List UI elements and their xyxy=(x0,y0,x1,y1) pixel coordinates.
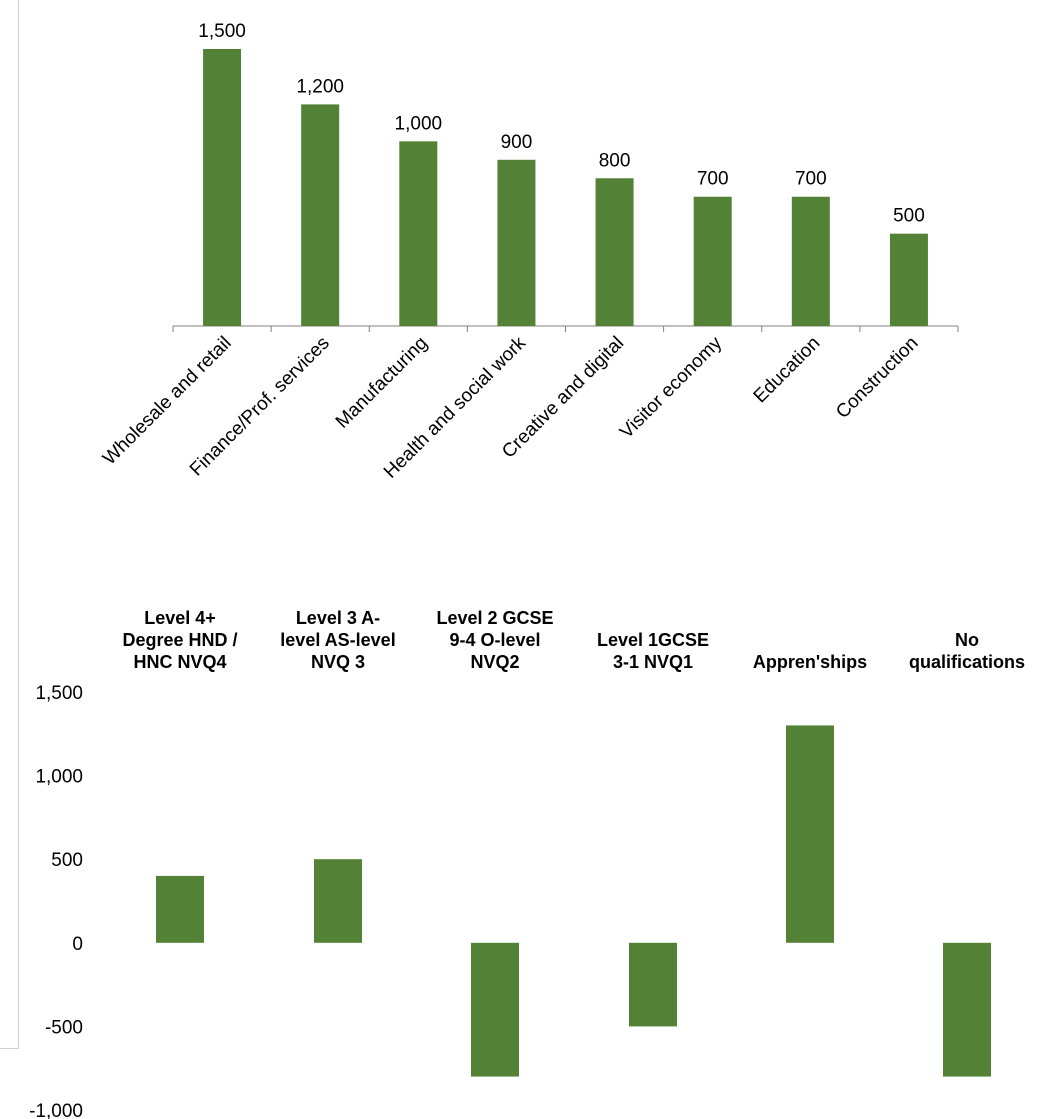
bar xyxy=(791,196,830,326)
data-label: 1,500 xyxy=(198,21,246,42)
bar xyxy=(786,725,834,943)
y-tick-label: 0 xyxy=(72,934,83,955)
y-tick-label: 1,000 xyxy=(35,767,83,788)
bar xyxy=(889,233,928,326)
bar xyxy=(203,49,242,326)
category-label: Level 3 A-level AS-level NVQ 3 xyxy=(280,608,395,672)
bar xyxy=(314,859,362,943)
y-tick-label: 500 xyxy=(51,850,83,871)
bar xyxy=(399,141,438,326)
category-label: Level 1GCSE 3-1 NVQ1 xyxy=(597,630,709,672)
frame-border-top xyxy=(0,0,19,10)
bar xyxy=(156,875,204,943)
data-label: 700 xyxy=(697,169,729,190)
frame-border-left xyxy=(0,10,19,1049)
data-label: 1,000 xyxy=(395,113,443,134)
bar xyxy=(629,942,677,1027)
data-label: 1,200 xyxy=(296,76,344,97)
category-label: No qualifications xyxy=(909,630,1025,672)
category-label: Appren'ships xyxy=(753,652,867,672)
bar xyxy=(943,942,991,1077)
y-tick-label: -500 xyxy=(45,1017,83,1038)
y-tick-label: 1,500 xyxy=(35,683,83,704)
data-label: 900 xyxy=(501,132,533,153)
bar xyxy=(693,196,732,326)
category-label: Level 4+ Degree HND / HNC NVQ4 xyxy=(122,608,237,672)
bar xyxy=(497,159,536,326)
y-tick-label: -1,000 xyxy=(29,1101,83,1119)
bar xyxy=(595,178,634,326)
bar xyxy=(471,942,519,1077)
bar xyxy=(301,104,340,327)
data-label: 800 xyxy=(599,150,631,171)
data-label: 500 xyxy=(893,206,925,227)
category-label: Level 2 GCSE 9-4 O-level NVQ2 xyxy=(436,608,553,672)
data-label: 700 xyxy=(795,169,827,190)
